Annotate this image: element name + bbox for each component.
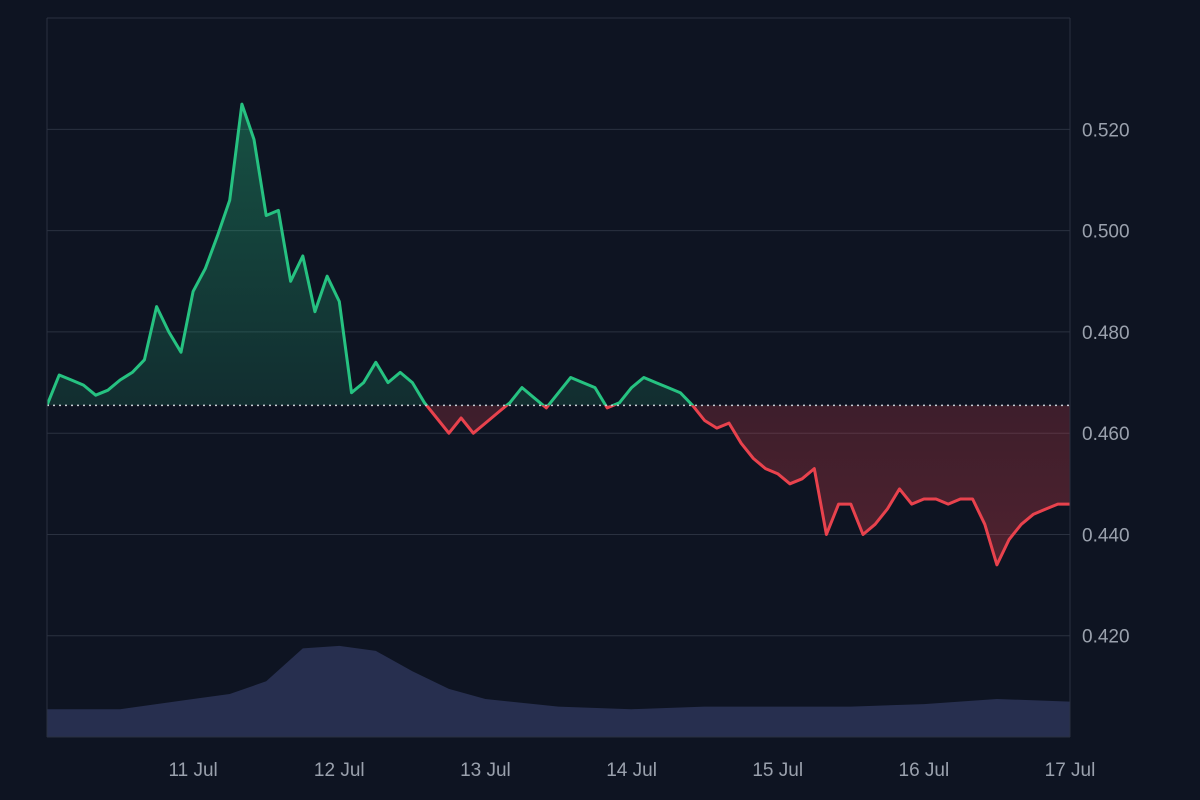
x-tick-label: 14 Jul — [606, 760, 657, 781]
x-tick-label: 15 Jul — [752, 760, 803, 781]
area-above-baseline — [47, 104, 1070, 406]
volume-area-shape — [47, 645, 1070, 737]
y-tick-label: 0.500 — [1082, 222, 1130, 243]
y-tick-label: 0.480 — [1082, 323, 1130, 344]
area-below-baseline — [426, 405, 1070, 565]
x-tick-label: 13 Jul — [460, 760, 511, 781]
y-axis-ticks: 0.420 0.440 0.460 0.480 0.500 0.520 — [1082, 120, 1130, 647]
y-tick-label: 0.460 — [1082, 424, 1130, 445]
price-line-down — [47, 405, 1070, 567]
chart-frame — [46, 17, 1071, 738]
y-tick-label: 0.440 — [1082, 525, 1130, 546]
x-tick-label: 16 Jul — [899, 760, 950, 781]
x-tick-label: 17 Jul — [1045, 760, 1096, 781]
x-axis-ticks: 11 Jul 12 Jul 13 Jul 14 Jul 15 Jul 16 Jul 17 J… — [168, 760, 1095, 781]
price-line-up — [47, 102, 695, 406]
volume-area — [47, 645, 1070, 737]
x-tick-label: 12 Jul — [314, 760, 365, 781]
x-tick-label: 11 Jul — [168, 760, 217, 781]
price-line[interactable] — [47, 102, 1070, 567]
y-tick-label: 0.420 — [1082, 627, 1130, 648]
price-area — [47, 104, 1070, 565]
y-tick-label: 0.520 — [1082, 120, 1130, 141]
